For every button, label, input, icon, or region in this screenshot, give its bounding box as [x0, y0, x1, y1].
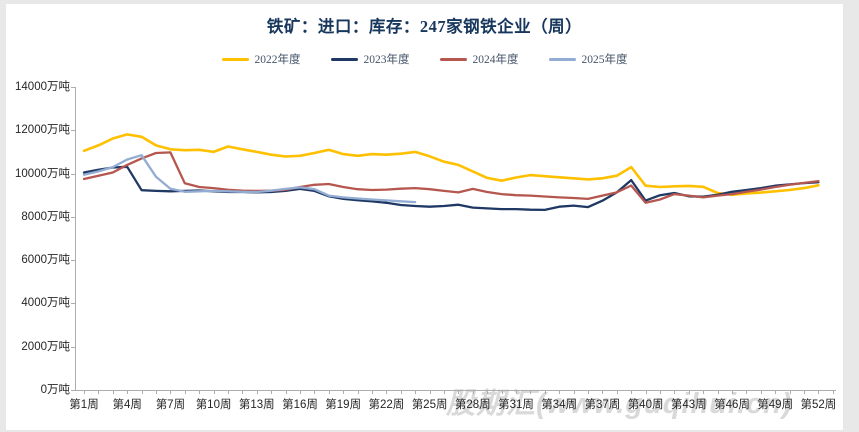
x-tick-label: 第52周 [800, 399, 837, 411]
x-tick-label: 第37周 [584, 399, 621, 411]
legend-item-2023年度: 2023年度 [330, 51, 410, 67]
x-tick-label: 第10周 [195, 399, 232, 411]
y-tick-label: 0万吨 [40, 384, 70, 396]
y-tick-label: 10000万吨 [15, 167, 70, 180]
x-tick-label: 第16周 [282, 399, 318, 411]
chart-card: 铁矿：进口：库存：247家钢铁企业（周） 2022年度 2023年度 2024年度 2… [6, 4, 843, 430]
legend-swatch [548, 57, 576, 61]
series-line-2024年度 [82, 151, 820, 204]
x-tick-label: 第43周 [670, 399, 707, 411]
legend-swatch [330, 57, 358, 61]
x-tick-label: 第1周 [69, 399, 99, 411]
x-tick-label: 第31周 [498, 399, 534, 411]
plot-area: 股期汇(www.guqihui.cn) 0万吨 2000万吨 4000万吨 6000万… [6, 4, 843, 430]
y-tick-label: 14000万吨 [15, 81, 70, 93]
x-tick-label: 第40周 [627, 399, 664, 411]
x-tick-label: 第25周 [411, 399, 448, 411]
y-tick-label: 4000万吨 [21, 297, 70, 310]
legend-label: 2024年度 [472, 54, 519, 66]
series-line-2022年度 [82, 133, 820, 197]
chart-title: 铁矿：进口：库存：247家钢铁企业（周） [6, 13, 843, 37]
legend-item-2022年度: 2022年度 [221, 51, 301, 67]
x-tick-label: 第7周 [155, 399, 186, 411]
legend-swatch [439, 57, 467, 61]
chart-title-prefix: 铁矿：进口：库存： [266, 18, 420, 36]
x-tick-label: 第4周 [112, 399, 142, 411]
y-tick-label: 2000万吨 [21, 340, 70, 353]
y-tick-label: 8000万吨 [21, 210, 70, 223]
legend-label: 2022年度 [254, 54, 301, 66]
legend-item-2024年度: 2024年度 [439, 51, 519, 67]
legend-label: 2023年度 [363, 54, 410, 66]
chart-title-number: 247 [419, 17, 447, 36]
x-tick-label: 第19周 [325, 399, 362, 411]
legend-item-2025年度: 2025年度 [548, 51, 628, 67]
x-tick-label: 第13周 [238, 399, 275, 411]
legend-swatch [221, 57, 249, 61]
chart-legend: 2022年度 2023年度 2024年度 2025年度 [6, 51, 843, 67]
x-tick-label: 第49周 [757, 399, 794, 411]
chart-title-suffix: 家钢铁企业（周） [446, 18, 583, 36]
x-tick-label: 第34周 [541, 399, 578, 411]
series-line-2025年度 [82, 154, 417, 204]
y-tick-label: 6000万吨 [21, 254, 70, 267]
x-tick-label: 第46周 [714, 399, 750, 411]
y-tick-label: 12000万吨 [15, 124, 70, 137]
watermark: 股期汇(www.guqihui.cn) [446, 388, 793, 420]
chart-canvas [71, 87, 836, 394]
x-tick-label: 第28周 [454, 399, 491, 411]
x-tick-label: 第22周 [368, 399, 405, 411]
legend-label: 2025年度 [581, 54, 628, 66]
